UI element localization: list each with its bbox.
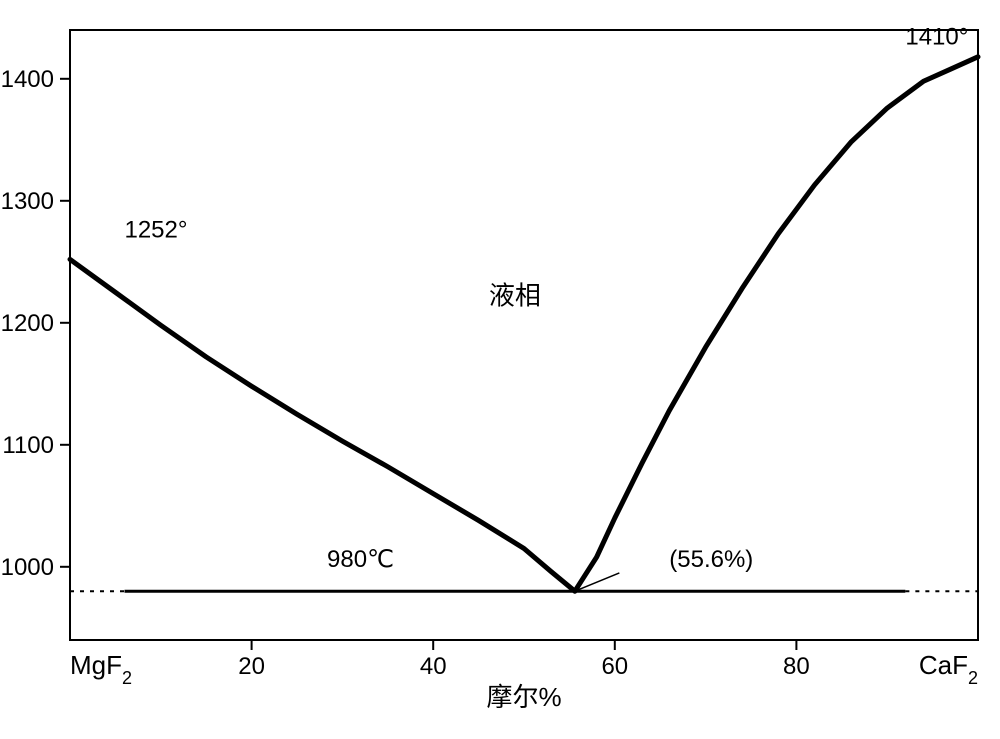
x-right-end-label: CaF2	[919, 650, 978, 688]
eutectic-composition-label: (55.6%)	[669, 546, 753, 573]
x-left-end-label: MgF2	[70, 650, 132, 688]
x-tick-label: 40	[420, 653, 447, 680]
x-tick-label: 60	[601, 653, 628, 680]
region-label-liquid: 液相	[489, 281, 541, 311]
liquidus-right-curve	[575, 57, 978, 591]
x-axis-label: 摩尔%	[486, 682, 561, 712]
phase-diagram-chart: 1000 1100 1200 1300 1400 20 40 60 80 MgF2 CaF2 摩尔% 液…	[0, 0, 1000, 739]
y-tick-label: 1400	[1, 66, 54, 93]
left-melting-point-label: 1252°	[124, 216, 187, 243]
y-tick-label: 1100	[2, 432, 54, 459]
y-tick-label: 1300	[1, 188, 54, 215]
x-tick-label: 80	[783, 653, 810, 680]
chart-svg: 1000 1100 1200 1300 1400 20 40 60 80 MgF2 CaF2 摩尔% 液…	[0, 0, 1000, 739]
right-melting-point-label: 1410°	[905, 24, 968, 51]
eutectic-temp-label: 980℃	[327, 546, 394, 573]
y-tick-label: 1000	[1, 554, 54, 581]
x-tick-label: 20	[238, 653, 265, 680]
y-tick-label: 1200	[1, 310, 54, 337]
